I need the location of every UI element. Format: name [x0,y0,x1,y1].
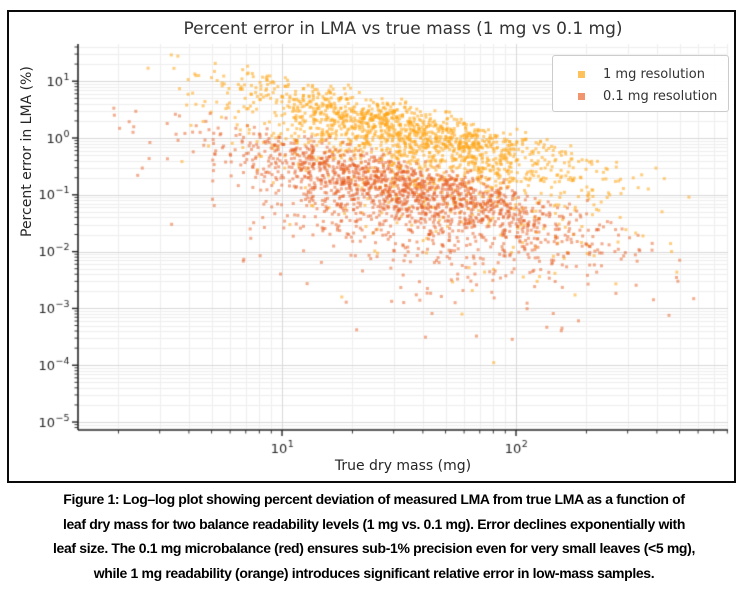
chart-title: Percent error in LMA vs true mass (1 mg … [183,19,623,39]
legend-marker-1mg-icon [578,70,585,78]
legend: 1 mg resolution 0.1 mg resolution [552,55,729,112]
figure-caption: Figure 1: Log–log plot showing percent d… [0,487,748,585]
legend-label-1mg: 1 mg resolution [603,66,705,82]
caption-line: Figure 1: Log–log plot showing percent d… [63,491,685,507]
x-axis-label: True dry mass (mg) [334,458,472,474]
legend-label-0p1mg: 0.1 mg resolution [603,88,718,104]
legend-item-1mg: 1 mg resolution [553,63,728,85]
legend-item-0p1mg: 0.1 mg resolution [553,85,728,107]
figure-frame: Percent error in LMA vs true mass (1 mg … [7,10,736,483]
caption-line: leaf size. The 0.1 mg microbalance (red)… [53,540,695,556]
caption-line: while 1 mg readability (orange) introduc… [93,564,655,581]
legend-marker-0p1mg-icon [578,92,585,100]
caption-line: leaf dry mass for two balance readabilit… [62,515,686,532]
